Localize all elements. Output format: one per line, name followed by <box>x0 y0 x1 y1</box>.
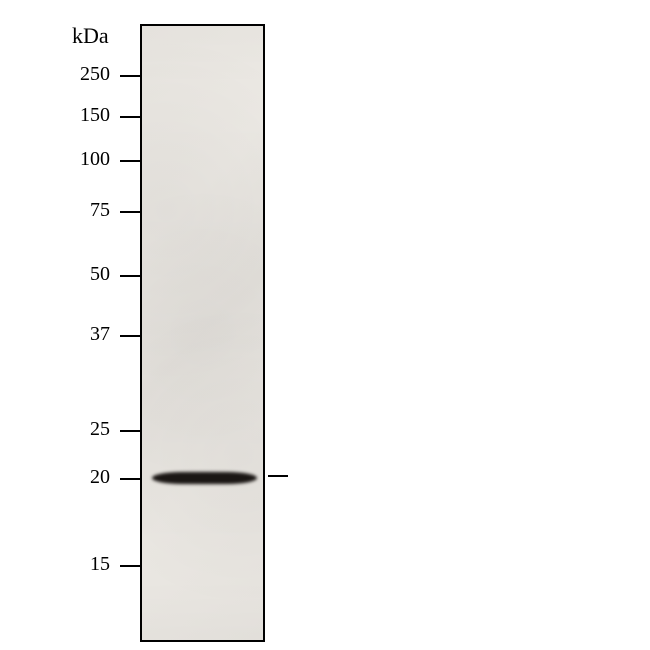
ladder-tick <box>120 335 140 337</box>
ladder-label: 150 <box>70 104 110 127</box>
band-marker-tick <box>268 475 288 477</box>
ladder-label: 50 <box>70 263 110 286</box>
ladder-tick <box>120 430 140 432</box>
ladder-label: 25 <box>70 418 110 441</box>
ladder-tick <box>120 275 140 277</box>
ladder-tick <box>120 211 140 213</box>
axis-title: kDa <box>72 23 109 49</box>
ladder-tick <box>120 116 140 118</box>
ladder-tick <box>120 565 140 567</box>
ladder-tick <box>120 478 140 480</box>
ladder-label: 100 <box>70 148 110 171</box>
western-blot: kDa 250 150 100 75 50 37 25 20 15 <box>30 10 380 640</box>
ladder-label: 20 <box>70 466 110 489</box>
ladder-label: 75 <box>70 199 110 222</box>
blot-lane <box>140 24 265 642</box>
ladder-label: 37 <box>70 323 110 346</box>
protein-band <box>152 472 257 484</box>
lane-texture <box>142 26 263 640</box>
ladder-tick <box>120 160 140 162</box>
ladder-tick <box>120 75 140 77</box>
ladder-label: 250 <box>70 63 110 86</box>
ladder-label: 15 <box>70 553 110 576</box>
